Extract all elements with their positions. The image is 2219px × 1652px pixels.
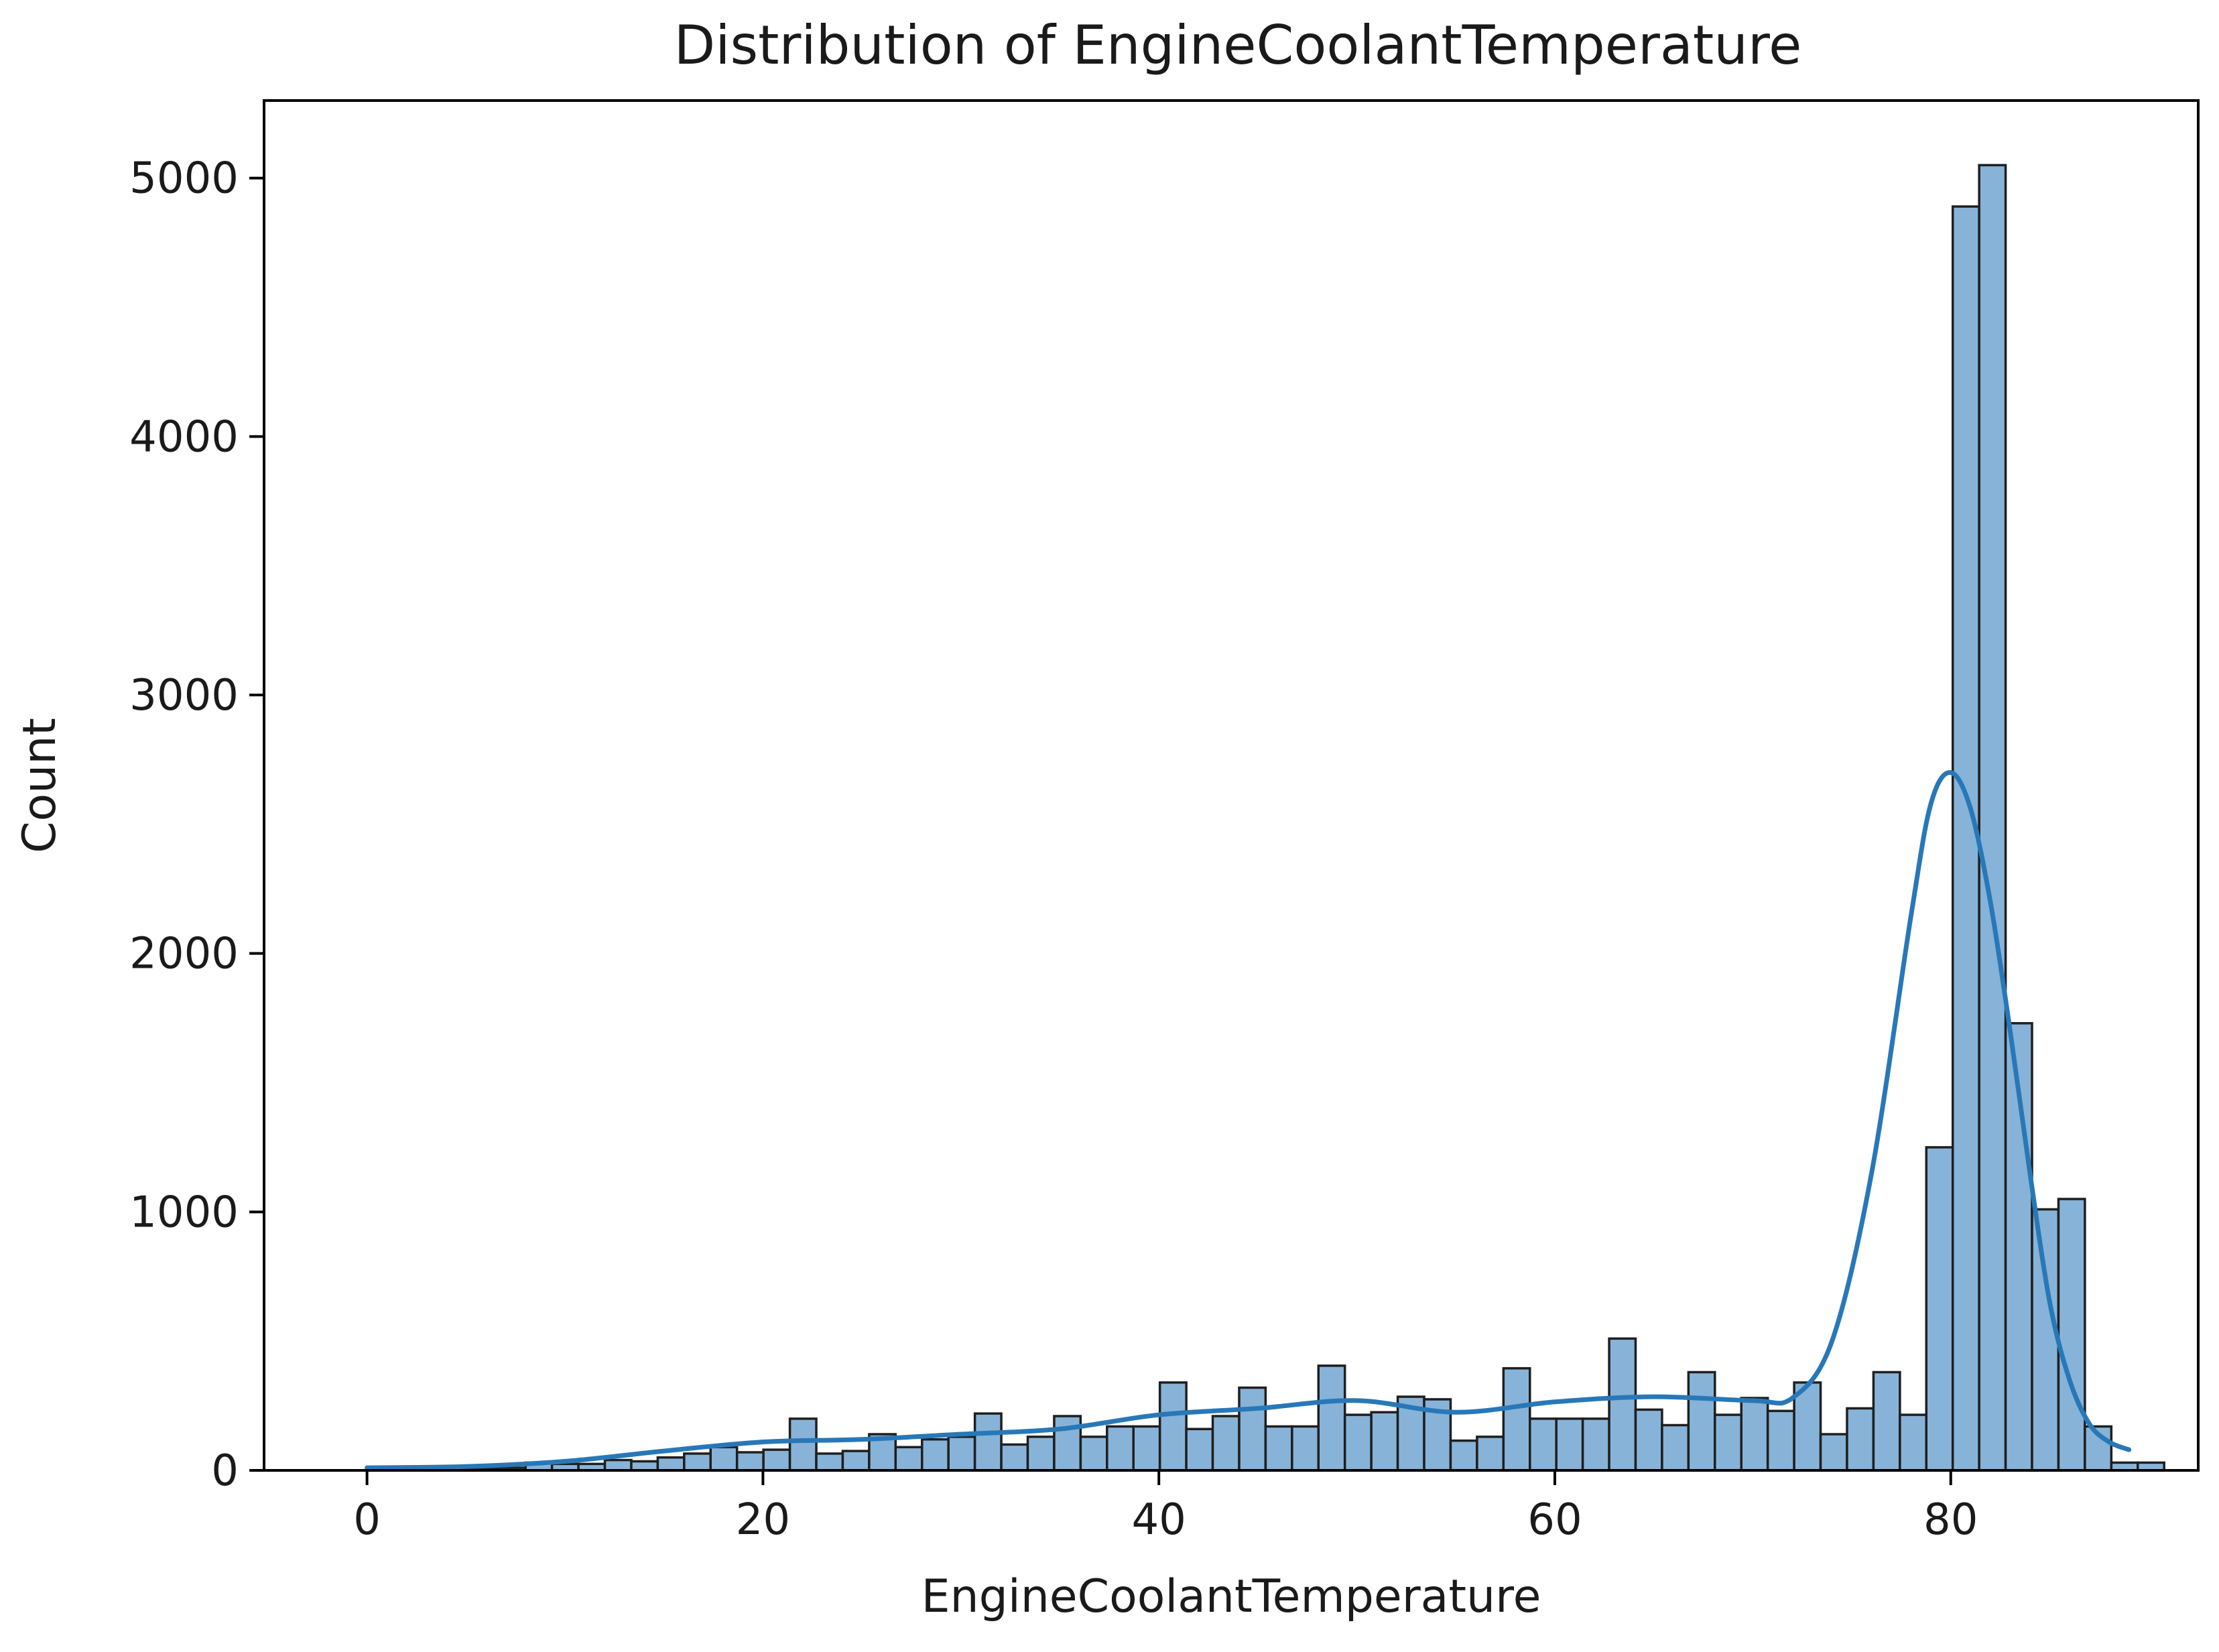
histogram-bar [1158, 1381, 1188, 1472]
histogram-bar [762, 1448, 791, 1472]
histogram-bar [1343, 1413, 1373, 1472]
histogram-bar [1449, 1439, 1478, 1472]
histogram-bar [709, 1446, 739, 1472]
histogram-bar [920, 1438, 950, 1472]
histogram-bar [1291, 1425, 1320, 1472]
x-tick-label: 0 [353, 1495, 381, 1545]
histogram-bar [1978, 164, 2007, 1472]
histogram-bar [1766, 1409, 1795, 1472]
histogram-bar [1793, 1381, 1822, 1472]
histogram-bar [1951, 205, 1980, 1472]
y-axis: 0 1000 2000 3000 4000 5000 [129, 154, 264, 1496]
histogram-bar [2057, 1198, 2086, 1472]
histogram-bar [1502, 1367, 1531, 1472]
histogram-bar [973, 1412, 1003, 1472]
histogram-bar [1872, 1371, 1901, 1472]
y-tick-label: 4000 [129, 412, 239, 462]
histogram-bar [1317, 1364, 1346, 1472]
histogram-bar [1740, 1397, 1769, 1472]
histogram-bar [603, 1458, 633, 1472]
histogram-bar [1079, 1436, 1108, 1472]
x-tick-label: 40 [1131, 1495, 1186, 1545]
histogram-bar [1238, 1386, 1267, 1472]
histogram-bar [1687, 1371, 1716, 1472]
chart-title: Distribution of EngineCoolantTemperature [674, 14, 1802, 76]
histogram-bar [630, 1460, 659, 1472]
histogram-bar [1053, 1415, 1082, 1472]
histogram-bar [894, 1446, 924, 1472]
histogram-bar [1819, 1433, 1848, 1472]
histogram-bar [1529, 1417, 1558, 1472]
kde-layer [365, 770, 2132, 1470]
histogram-bar [1634, 1408, 1663, 1472]
y-tick-label: 3000 [129, 671, 239, 720]
x-tick-label: 60 [1527, 1495, 1582, 1545]
y-tick-label: 0 [211, 1446, 239, 1496]
histogram-bar [735, 1451, 765, 1472]
histogram-bar [1899, 1413, 1928, 1472]
histogram-bar [1000, 1443, 1029, 1472]
histogram-bar [1132, 1425, 1161, 1472]
histogram-bar [1608, 1337, 1637, 1472]
y-tick-label: 1000 [129, 1188, 239, 1237]
histogram-bar [815, 1452, 844, 1472]
histogram-bar [683, 1452, 712, 1472]
histogram-bar [1581, 1417, 1610, 1472]
x-tick-label: 20 [736, 1495, 790, 1545]
histogram-bar [788, 1417, 818, 1472]
kde-curve [365, 770, 2132, 1470]
histogram-bar [1370, 1411, 1399, 1472]
histogram-bar [947, 1436, 976, 1472]
histogram-bar [2031, 1208, 2060, 1472]
histogram-bar [1211, 1415, 1241, 1472]
histogram-bar [1106, 1425, 1135, 1472]
axes-frame [263, 99, 2200, 1472]
bars-layer [365, 164, 2165, 1472]
histogram-bar [1555, 1417, 1584, 1472]
histogram-bar [841, 1450, 871, 1472]
histogram-bar [1476, 1436, 1505, 1472]
histogram-bar [1185, 1427, 1214, 1472]
y-tick-label: 5000 [129, 154, 239, 204]
x-axis: 0 20 40 60 80 [353, 1470, 1978, 1545]
histogram-bar [1264, 1425, 1293, 1472]
y-tick-label: 2000 [129, 930, 239, 979]
histogram-bar [656, 1456, 686, 1472]
histogram-bar [1026, 1436, 1056, 1472]
y-axis-label: Count [13, 718, 66, 853]
histogram-bar [1846, 1407, 1875, 1472]
histogram-bar [1714, 1413, 1742, 1472]
histogram-bar [1661, 1423, 1690, 1472]
x-axis-label: EngineCoolantTemperature [922, 1570, 1541, 1623]
x-tick-label: 80 [1923, 1495, 1978, 1545]
histogram-bar [1925, 1146, 1954, 1472]
